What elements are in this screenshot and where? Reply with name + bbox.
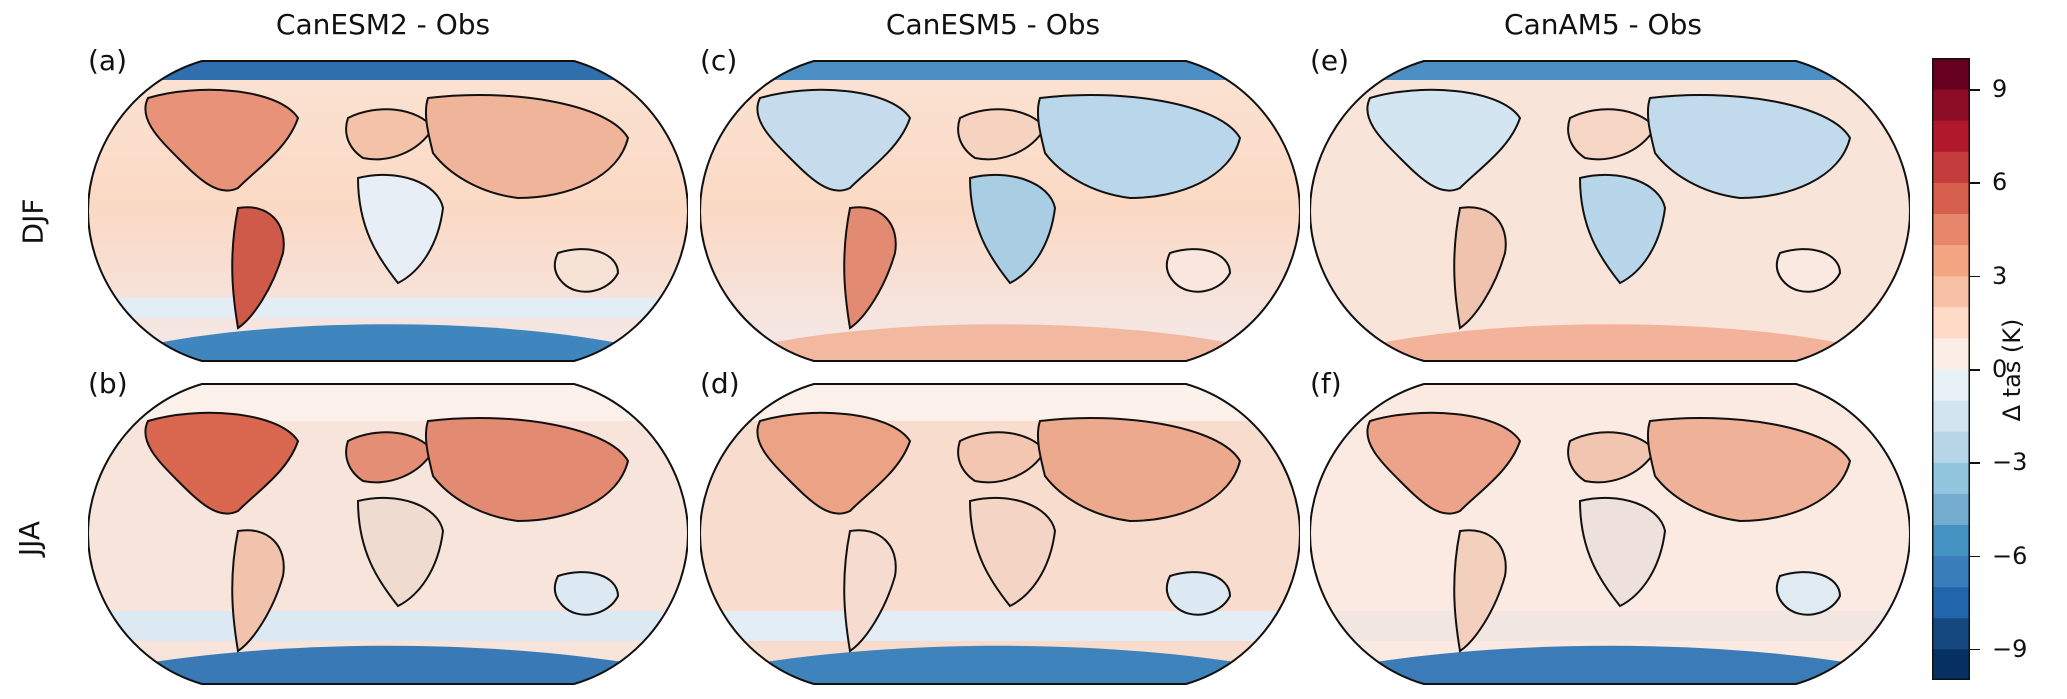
colorbar-tick-mark xyxy=(1970,275,1980,278)
north-america xyxy=(144,88,300,192)
colorbar xyxy=(1932,58,1970,680)
colorbar-segment xyxy=(1932,493,1970,525)
panel-label-a: (a) xyxy=(88,44,128,77)
map-panel-canesm2-djf xyxy=(88,58,688,364)
colorbar-segment xyxy=(1932,120,1970,152)
europe xyxy=(345,108,435,161)
colorbar-segment xyxy=(1932,555,1970,588)
colorbar-segment xyxy=(1932,306,1970,339)
colorbar-segment xyxy=(1932,369,1970,401)
colorbar-segment xyxy=(1932,213,1970,246)
colorbar-tick-label: 9 xyxy=(1992,75,2008,104)
south-america xyxy=(231,206,285,330)
map-panel-canam5-djf xyxy=(1310,58,1910,364)
asia xyxy=(424,93,630,200)
colorbar-segment xyxy=(1932,648,1970,680)
colorbar-segment xyxy=(1932,58,1970,90)
colorbar-tick-mark xyxy=(1970,648,1980,651)
colorbar-tick-label: 6 xyxy=(1992,168,2008,197)
colorbar-tick-label: 0 xyxy=(1992,355,2008,383)
colorbar-segment xyxy=(1932,182,1970,214)
row-label-jja: JJA xyxy=(13,520,47,557)
row-label-djf: DJF xyxy=(16,198,50,245)
map-panel-canesm5-jja xyxy=(700,381,1300,687)
colorbar-segment xyxy=(1932,586,1970,619)
colorbar-segment xyxy=(1932,244,1970,277)
map-panel-canesm2-jja xyxy=(88,381,688,687)
colorbar-tick-mark xyxy=(1970,555,1980,558)
colorbar-tick-label: −6 xyxy=(1992,541,2028,570)
map-panel-canam5-jja xyxy=(1310,381,1910,687)
panel-label-f: (f) xyxy=(1310,367,1342,400)
colorbar-segment xyxy=(1932,337,1970,370)
panel-label-b: (b) xyxy=(88,367,128,400)
colorbar-segment xyxy=(1932,275,1970,308)
colorbar-tick-mark xyxy=(1970,369,1980,371)
colorbar-segment xyxy=(1932,524,1970,557)
colorbar-tick-mark xyxy=(1970,182,1980,184)
column-title-1: CanESM2 - Obs xyxy=(275,8,491,41)
africa xyxy=(356,173,445,285)
colorbar-segment xyxy=(1932,400,1970,432)
column-title-3: CanAM5 - Obs xyxy=(1504,8,1702,41)
panel-label-d: (d) xyxy=(700,367,740,400)
colorbar-tick-label: 3 xyxy=(1992,261,2008,290)
panel-label-e: (e) xyxy=(1310,44,1350,77)
colorbar-label: Δ tas (K) xyxy=(1998,318,2026,422)
column-title-2: CanESM5 - Obs xyxy=(885,8,1101,41)
colorbar-segment xyxy=(1932,89,1970,121)
map-panel-canesm5-djf xyxy=(700,58,1300,364)
colorbar-segment xyxy=(1932,151,1970,183)
colorbar-segment xyxy=(1932,431,1970,463)
colorbar-tick-label: −3 xyxy=(1992,448,2028,477)
colorbar-tick-mark xyxy=(1970,89,1980,91)
colorbar-tick-label: −9 xyxy=(1992,634,2028,663)
colorbar-segment xyxy=(1932,617,1970,650)
colorbar-segment xyxy=(1932,462,1970,494)
australia xyxy=(553,248,620,293)
colorbar-tick-mark xyxy=(1970,462,1980,464)
panel-label-c: (c) xyxy=(700,44,738,77)
